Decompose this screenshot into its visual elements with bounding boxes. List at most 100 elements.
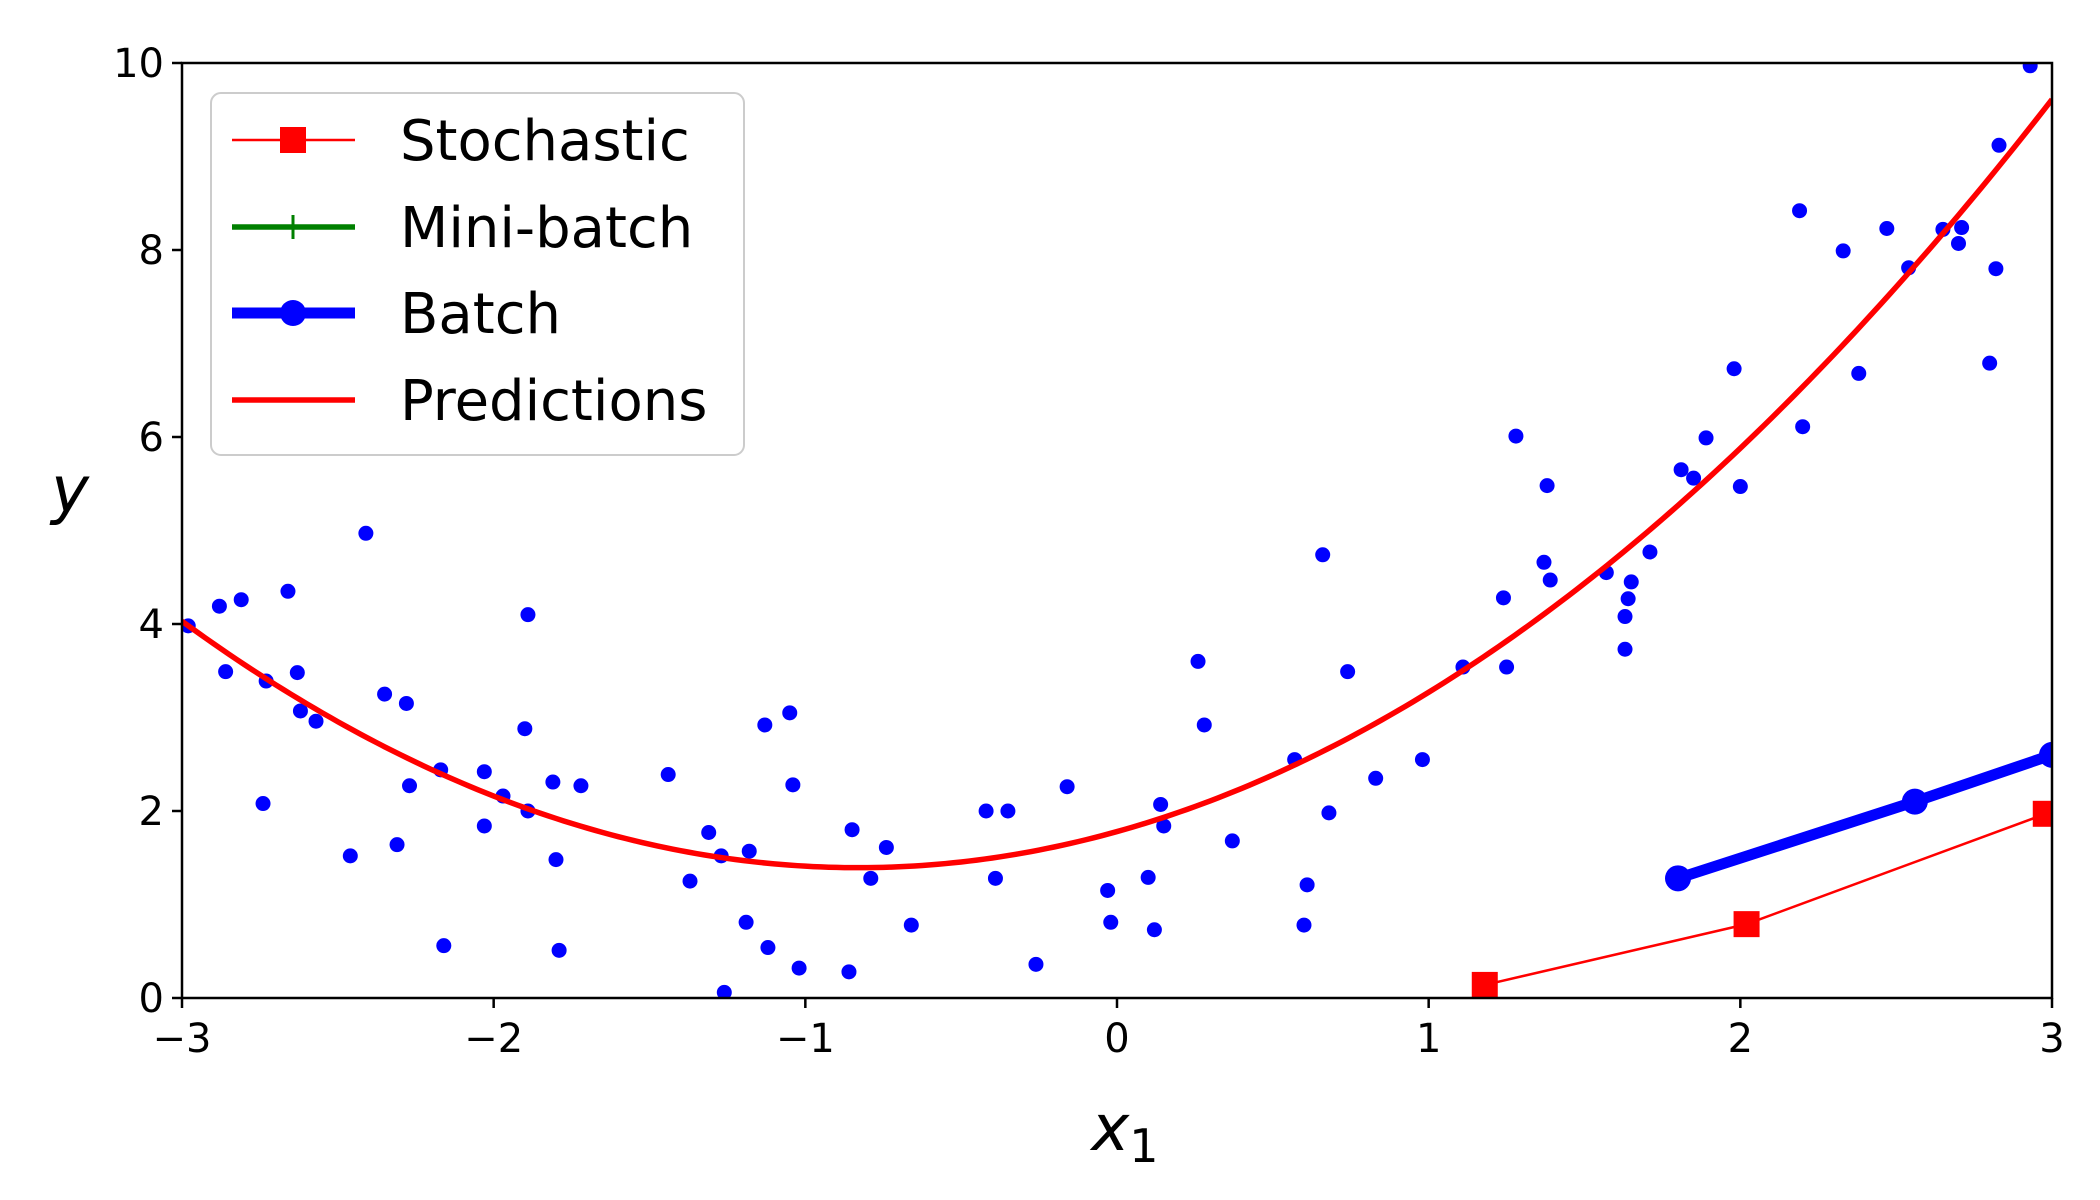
data-point — [1315, 547, 1331, 563]
y-axis: 0 2 4 6 8 10 — [113, 41, 182, 1022]
x-tick-label: 0 — [1104, 1016, 1129, 1062]
legend-label-batch: Batch — [400, 282, 561, 347]
data-point — [1732, 479, 1748, 495]
y-tick-label: 10 — [113, 41, 164, 87]
y-tick-label: 0 — [139, 976, 164, 1022]
data-point — [1536, 554, 1552, 570]
data-point — [545, 774, 561, 790]
data-point — [520, 607, 536, 623]
data-point — [863, 870, 879, 886]
data-point — [760, 940, 776, 956]
x-axis-label-subscript: 1 — [1129, 1119, 1158, 1173]
stochastic-marker — [1733, 911, 1760, 938]
batch-marker — [1665, 865, 1691, 892]
stochastic-marker — [2032, 800, 2052, 827]
data-point — [1835, 243, 1851, 259]
data-point — [701, 825, 717, 841]
data-point — [1617, 609, 1633, 625]
batch-marker — [2039, 741, 2052, 768]
data-point — [1146, 922, 1162, 938]
y-tick-label: 4 — [139, 602, 164, 648]
data-point — [1642, 544, 1658, 560]
data-point — [1499, 659, 1515, 675]
data-point — [476, 764, 492, 780]
x-tick-label: −2 — [464, 1016, 523, 1062]
data-point — [1196, 717, 1212, 733]
data-point — [398, 695, 414, 711]
data-point — [1620, 591, 1636, 607]
data-point — [218, 664, 234, 680]
x-axis-label: x1 — [1089, 1092, 1158, 1173]
data-point — [517, 721, 533, 737]
data-point — [1000, 803, 1016, 819]
legend-marker-batch — [280, 300, 306, 326]
data-point — [741, 843, 757, 859]
data-point — [1140, 869, 1156, 885]
data-point — [292, 703, 308, 719]
y-tick-label: 8 — [139, 228, 164, 274]
data-point — [1623, 574, 1639, 590]
batch-path-line — [1676, 749, 2052, 884]
legend-marker-mini-batch — [281, 215, 305, 239]
batch-marker — [1901, 788, 1928, 815]
data-point — [211, 598, 227, 614]
data-point — [1539, 478, 1555, 494]
data-point — [1224, 833, 1240, 849]
data-point — [1698, 430, 1714, 446]
x-tick-label: −1 — [776, 1016, 835, 1062]
data-point — [841, 964, 857, 980]
stochastic-marker — [1471, 971, 1498, 998]
x-tick-label: 3 — [2039, 1016, 2064, 1062]
data-point — [1617, 641, 1633, 657]
data-point — [682, 873, 698, 889]
data-point — [1726, 361, 1742, 377]
data-point — [1879, 220, 1895, 236]
y-tick-label: 2 — [139, 789, 164, 835]
data-point — [1673, 462, 1689, 478]
data-point — [1368, 770, 1384, 786]
data-point — [878, 839, 894, 855]
x-tick-label: 1 — [1416, 1016, 1441, 1062]
data-point — [389, 837, 405, 853]
data-point — [1296, 917, 1312, 933]
data-point — [716, 984, 732, 998]
data-point — [785, 777, 801, 793]
data-point — [1686, 470, 1702, 486]
data-point — [1299, 877, 1315, 893]
data-point — [1951, 235, 1966, 251]
data-point — [1795, 419, 1811, 435]
data-point — [757, 717, 773, 733]
y-axis-label: y — [49, 454, 90, 528]
data-point — [342, 848, 358, 864]
data-point — [1851, 365, 1867, 381]
data-point — [978, 803, 994, 819]
data-point — [255, 796, 271, 812]
data-point — [660, 767, 676, 783]
y-tick-label: 6 — [139, 415, 164, 461]
x-axis-label-base: x — [1089, 1092, 1130, 1166]
data-point — [1156, 818, 1172, 834]
data-point — [551, 942, 567, 958]
plot-area — [182, 63, 2052, 998]
data-point — [903, 917, 919, 933]
data-point — [1340, 664, 1356, 680]
legend-label-predictions: Predictions — [400, 369, 707, 434]
data-point — [573, 778, 589, 794]
data-point — [1954, 220, 1970, 236]
data-point — [791, 960, 807, 976]
legend-label-stochastic: Stochastic — [400, 109, 690, 174]
data-point — [548, 852, 564, 868]
data-point — [289, 665, 305, 681]
predictions-curve — [182, 97, 2052, 871]
data-point — [987, 870, 1003, 886]
data-point — [1792, 203, 1808, 219]
data-point — [308, 713, 324, 729]
data-point — [476, 818, 492, 834]
data-point — [782, 705, 798, 721]
data-point — [844, 822, 860, 838]
x-tick-label: 2 — [1728, 1016, 1753, 1062]
data-point — [1982, 355, 1998, 371]
data-point — [1542, 572, 1558, 588]
